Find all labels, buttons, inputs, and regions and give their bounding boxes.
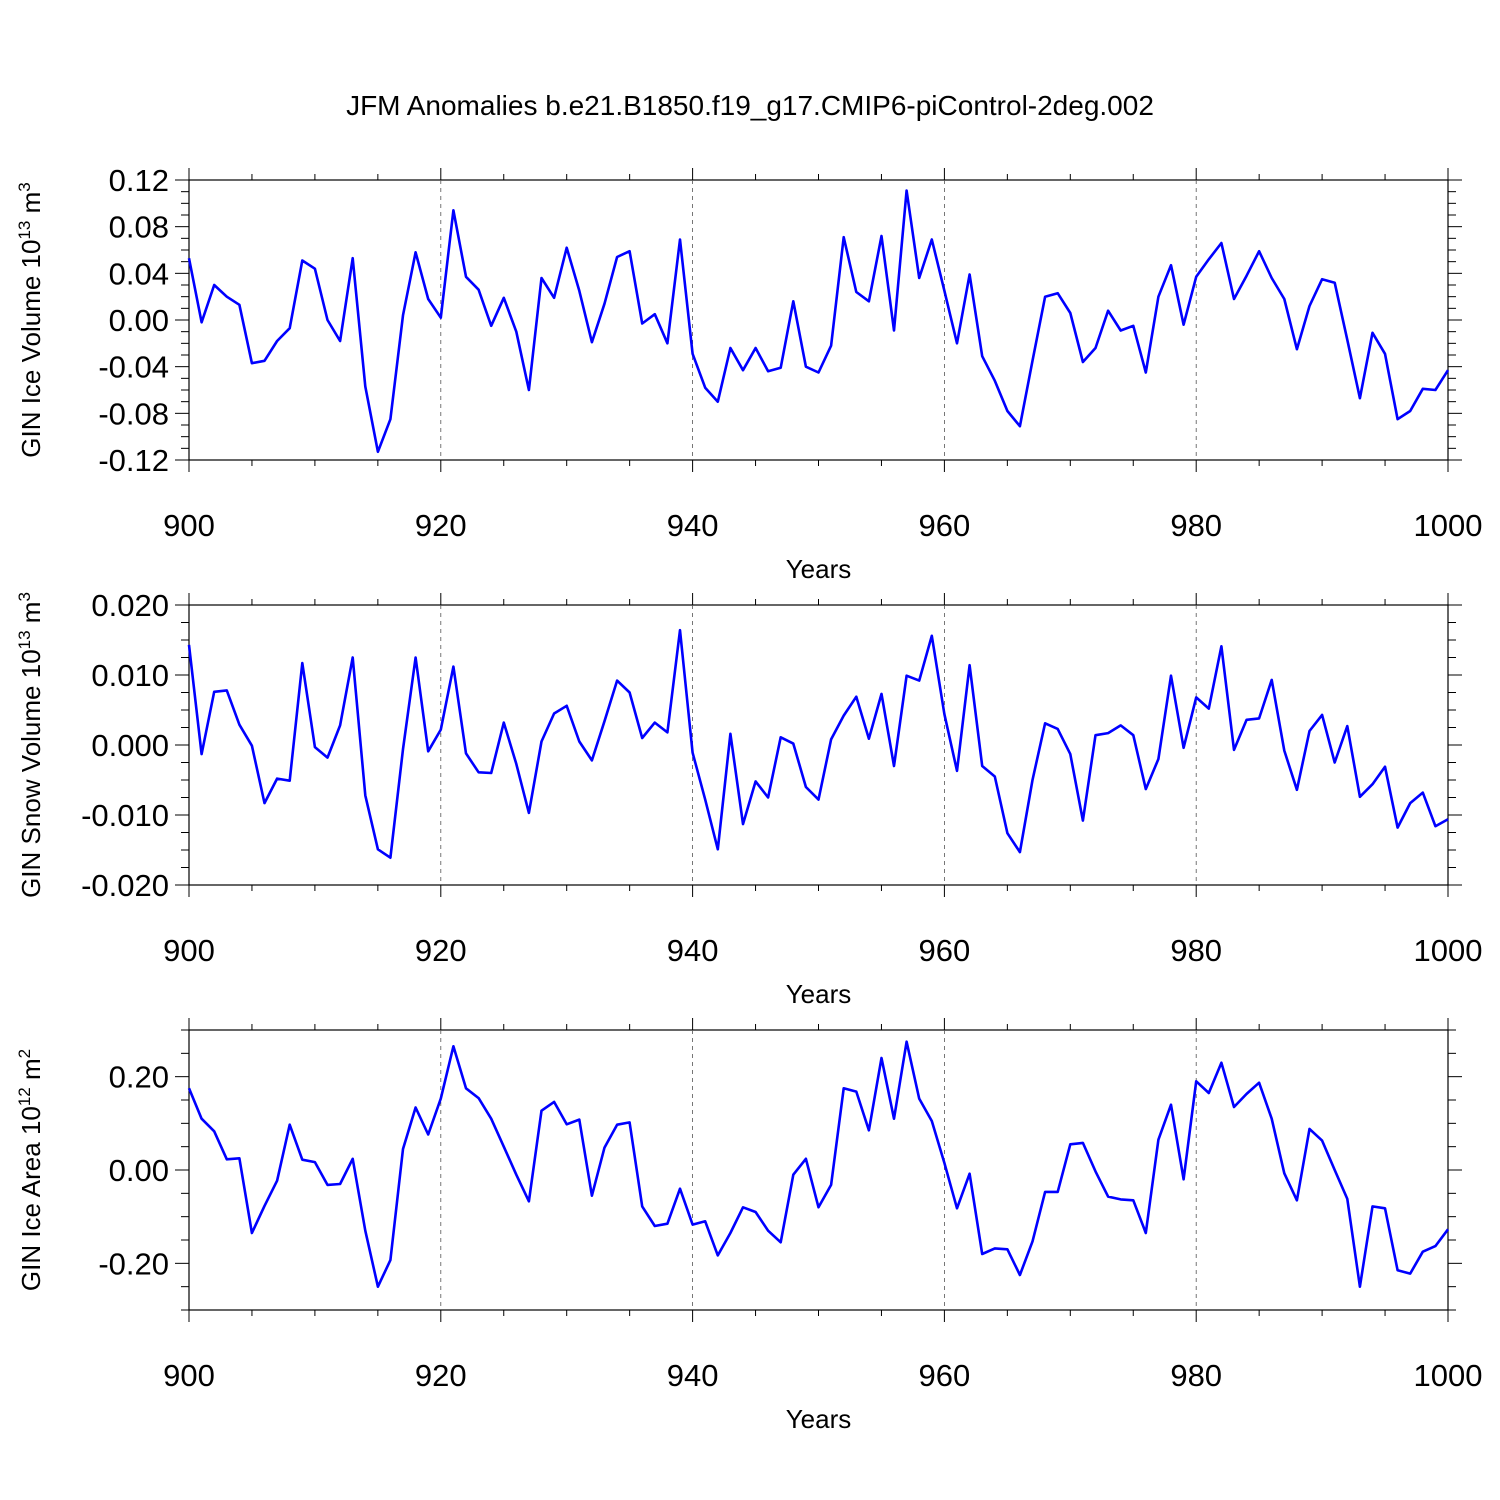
- panel-2-frame: [188, 604, 1449, 886]
- panel-2-x-tick-label: 920: [415, 933, 467, 968]
- panel-1-y-tick-label: 0.00: [109, 303, 169, 338]
- panel-3-frame: [188, 1029, 1449, 1311]
- panel-1-x-axis-title: Years: [786, 554, 852, 584]
- y-axis-title-part: 13: [15, 630, 34, 649]
- panel-1-y-axis-title: GIN Ice Volume 1013 m3: [15, 182, 46, 458]
- y-axis-title-part: 3: [15, 592, 34, 601]
- panel-1-x-tick-label: 980: [1170, 508, 1222, 543]
- y-axis-title-part: 2: [15, 1049, 34, 1058]
- panel-3-y-tick-label: 0.20: [109, 1060, 169, 1095]
- y-axis-title-part: m: [16, 1058, 46, 1087]
- y-axis-title-part: GIN Ice Volume 10: [16, 240, 46, 458]
- y-axis-title-part: GIN Ice Area 10: [16, 1106, 46, 1291]
- chart-title: JFM Anomalies b.e21.B1850.f19_g17.CMIP6-…: [346, 90, 1154, 121]
- y-axis-title-part: GIN Snow Volume 10: [16, 649, 46, 898]
- panel-2-y-tick-label: 0.020: [91, 588, 169, 623]
- panel-3-x-tick-label: 960: [919, 1358, 971, 1393]
- panel-3-x-tick-label: 940: [667, 1358, 719, 1393]
- panel-1-x-tick-label: 920: [415, 508, 467, 543]
- panel-2-x-tick-label: 1000: [1414, 933, 1483, 968]
- panel-3-x-tick-label: 1000: [1414, 1358, 1483, 1393]
- panel-2-y-tick-label: -0.010: [81, 798, 169, 833]
- panel-2-x-tick-label: 940: [667, 933, 719, 968]
- y-axis-title-part: 13: [15, 221, 34, 240]
- panel-1-x-tick-label: 1000: [1414, 508, 1483, 543]
- y-axis-title-part: m: [16, 192, 46, 221]
- panel-2-x-tick-label: 980: [1170, 933, 1222, 968]
- panel-3-x-tick-label: 980: [1170, 1358, 1222, 1393]
- panel-1-y-tick-label: 0.12: [109, 163, 169, 198]
- panel-1-y-tick-label: 0.04: [109, 256, 169, 291]
- panel-1-y-tick-label: -0.12: [98, 443, 169, 478]
- panel-3-y-tick-label: 0.00: [109, 1153, 169, 1188]
- panel-2-series-line: [187, 628, 1449, 860]
- panel-1-series-line: [187, 189, 1450, 454]
- panel-2-x-tick-label: 900: [163, 933, 215, 968]
- panel-3-y-axis-title: GIN Ice Area 1012 m2: [15, 1049, 46, 1291]
- y-axis-title-part: 3: [15, 182, 34, 191]
- panel-3-series-line: [187, 1040, 1450, 1288]
- panel-3-x-axis-title: Years: [786, 1404, 852, 1434]
- panel-2-x-tick-label: 960: [919, 933, 971, 968]
- panel-2-y-tick-label: 0.010: [91, 658, 169, 693]
- y-axis-title-part: 12: [15, 1087, 34, 1106]
- panel-1-y-tick-label: 0.08: [109, 210, 169, 245]
- panel-3-x-tick-label: 900: [163, 1358, 215, 1393]
- panel-3-y-tick-label: -0.20: [98, 1246, 169, 1281]
- panel-1-y-tick-label: -0.08: [98, 396, 169, 431]
- panel-3-x-tick-label: 920: [415, 1358, 467, 1393]
- panel-2-y-tick-label: -0.020: [81, 868, 169, 903]
- panel-1-y-tick-label: -0.04: [98, 350, 169, 385]
- panel-2-y-axis-title: GIN Snow Volume 1013 m3: [15, 592, 46, 898]
- panel-2-y-tick-label: 0.000: [91, 728, 169, 763]
- panel-2-x-axis-title: Years: [786, 979, 852, 1009]
- panel-1-x-tick-label: 940: [667, 508, 719, 543]
- y-axis-title-part: m: [16, 602, 46, 631]
- panel-1-frame: [188, 179, 1449, 461]
- panel-1-x-tick-label: 960: [919, 508, 971, 543]
- panel-1-x-tick-label: 900: [163, 508, 215, 543]
